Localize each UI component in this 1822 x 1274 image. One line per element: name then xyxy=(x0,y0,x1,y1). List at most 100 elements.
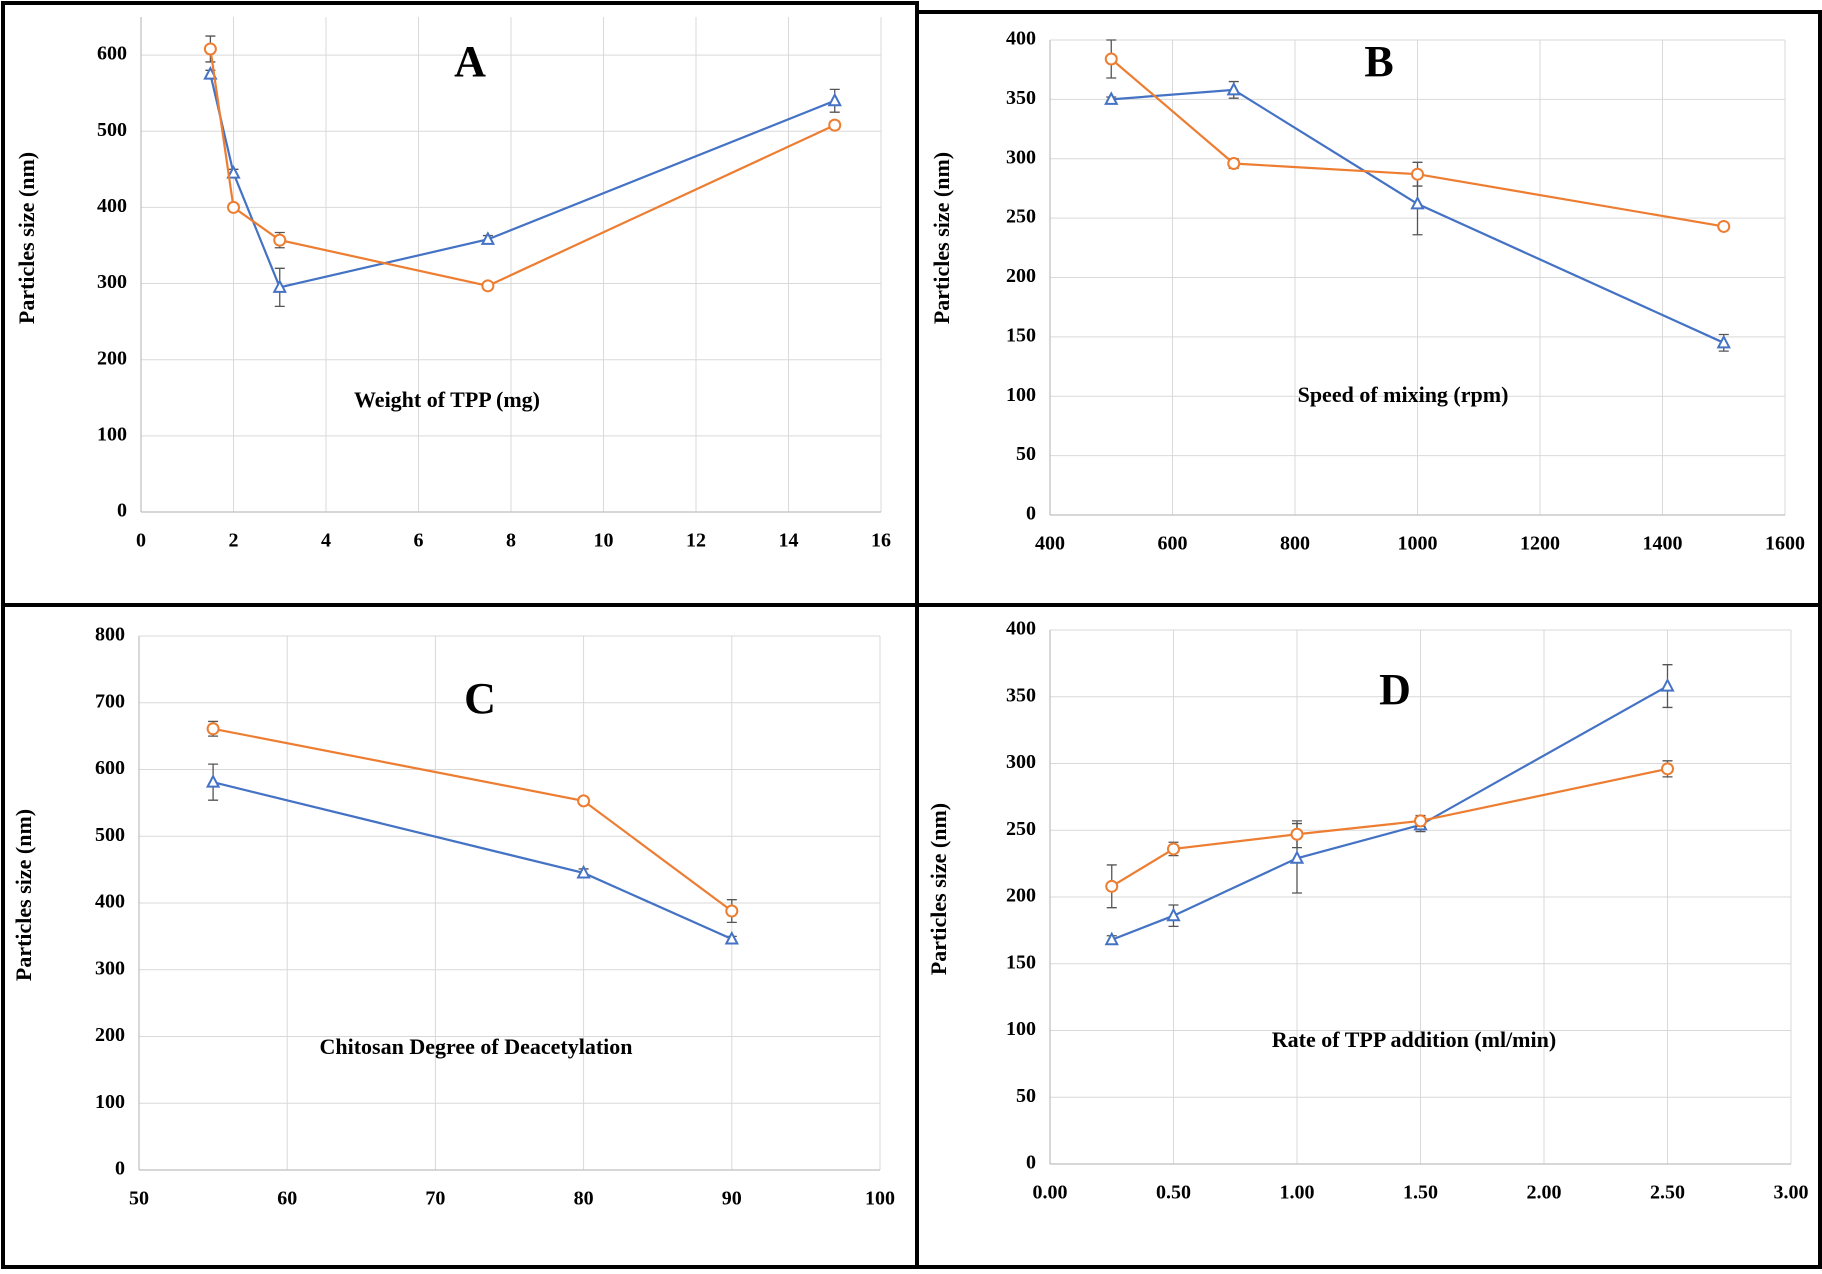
marker xyxy=(828,118,842,132)
x-tick-label: 2 xyxy=(229,530,239,552)
y-tick-label: 400 xyxy=(95,891,125,913)
marker xyxy=(724,930,739,945)
x-tick-label: 1.50 xyxy=(1403,1182,1438,1204)
y-tick-label: 200 xyxy=(95,1024,125,1046)
marker xyxy=(480,231,496,245)
y-tick-label: 400 xyxy=(97,195,127,217)
x-tick-label: 0.00 xyxy=(1033,1182,1068,1204)
panel-title: C xyxy=(464,674,496,723)
y-tick-label: 100 xyxy=(97,423,127,445)
y-tick-label: 600 xyxy=(95,757,125,779)
marker xyxy=(1167,842,1180,856)
y-tick-label: 300 xyxy=(1006,146,1036,168)
marker xyxy=(206,722,220,736)
panel-title: D xyxy=(1379,665,1411,714)
y-tick-label: 0 xyxy=(115,1158,125,1180)
y-tick-label: 350 xyxy=(1006,87,1036,109)
panel-border xyxy=(915,603,1822,1269)
marker xyxy=(1661,762,1674,776)
x-axis-label: Speed of mixing (rpm) xyxy=(1298,382,1509,407)
y-tick-label: 0 xyxy=(117,500,127,522)
panel-title: A xyxy=(454,37,486,86)
y-tick-label: 150 xyxy=(1006,324,1036,346)
x-tick-label: 4 xyxy=(321,530,331,552)
series-line xyxy=(1110,58,1724,228)
y-tick-label: 0 xyxy=(1026,503,1036,525)
y-tick-label: 400 xyxy=(1006,28,1036,50)
x-tick-label: 2.00 xyxy=(1527,1182,1562,1204)
marker xyxy=(227,200,240,214)
x-tick-label: 60 xyxy=(277,1188,297,1210)
y-tick-label: 500 xyxy=(97,119,127,141)
series-line xyxy=(1111,88,1725,344)
y-tick-label: 100 xyxy=(1006,384,1036,406)
marker xyxy=(481,279,495,293)
y-tick-label: 100 xyxy=(95,1091,125,1113)
x-axis-label: Rate of TPP addition (ml/min) xyxy=(1272,1027,1556,1052)
y-tick-label: 600 xyxy=(97,43,127,65)
x-tick-label: 14 xyxy=(779,530,799,552)
marker xyxy=(1410,195,1425,210)
x-tick-label: 70 xyxy=(425,1188,445,1210)
marker xyxy=(1411,167,1424,181)
y-axis-label: Particles size (nm) xyxy=(11,809,36,981)
x-tick-label: 0.50 xyxy=(1156,1182,1191,1204)
marker xyxy=(1104,91,1119,105)
x-tick-label: 2.50 xyxy=(1650,1182,1685,1204)
y-tick-label: 0 xyxy=(1026,1152,1036,1174)
x-tick-label: 6 xyxy=(414,530,424,552)
y-tick-label: 50 xyxy=(1016,443,1036,465)
x-tick-label: 10 xyxy=(594,530,614,552)
marker xyxy=(1104,52,1118,66)
y-tick-label: 700 xyxy=(95,690,125,712)
y-tick-label: 300 xyxy=(97,271,127,293)
panel-title: B xyxy=(1364,37,1393,86)
x-tick-label: 100 xyxy=(865,1188,895,1210)
x-tick-label: 90 xyxy=(722,1188,742,1210)
marker xyxy=(273,233,287,247)
x-tick-label: 1.00 xyxy=(1280,1182,1315,1204)
x-axis-label: Weight of TPP (mg) xyxy=(354,387,540,412)
x-tick-label: 1000 xyxy=(1398,533,1438,555)
y-tick-label: 50 xyxy=(1016,1085,1036,1107)
x-tick-label: 1200 xyxy=(1520,533,1560,555)
marker xyxy=(1414,814,1427,828)
x-tick-label: 3.00 xyxy=(1774,1182,1809,1204)
y-tick-label: 350 xyxy=(1006,684,1036,706)
marker xyxy=(725,904,739,918)
x-tick-label: 16 xyxy=(871,530,891,552)
marker xyxy=(1227,157,1241,170)
marker xyxy=(1104,931,1119,946)
y-tick-label: 200 xyxy=(97,347,127,369)
x-tick-label: 12 xyxy=(686,530,706,552)
marker xyxy=(1716,334,1731,349)
y-axis-label: Particles size (nm) xyxy=(14,152,39,324)
x-tick-label: 1600 xyxy=(1765,533,1805,555)
y-tick-label: 500 xyxy=(95,824,125,846)
marker xyxy=(1660,677,1675,692)
y-tick-label: 200 xyxy=(1006,885,1036,907)
y-tick-label: 300 xyxy=(1006,751,1036,773)
y-axis-label: Particles size (nm) xyxy=(926,803,951,975)
marker xyxy=(1105,879,1119,893)
x-tick-label: 80 xyxy=(574,1188,594,1210)
y-tick-label: 100 xyxy=(1006,1018,1036,1040)
x-tick-label: 0 xyxy=(136,530,146,552)
marker xyxy=(272,279,287,293)
x-tick-label: 800 xyxy=(1280,533,1310,555)
y-tick-label: 800 xyxy=(95,624,125,646)
y-tick-label: 250 xyxy=(1006,206,1036,228)
marker xyxy=(205,774,221,788)
y-tick-label: 150 xyxy=(1006,951,1036,973)
x-tick-label: 600 xyxy=(1158,533,1188,555)
marker xyxy=(1226,81,1241,96)
x-axis-label: Chitosan Degree of Deacetylation xyxy=(319,1034,632,1059)
x-tick-label: 1400 xyxy=(1643,533,1683,555)
marker xyxy=(226,164,241,179)
marker xyxy=(1717,219,1731,233)
y-tick-label: 300 xyxy=(95,957,125,979)
marker xyxy=(577,794,591,808)
x-tick-label: 8 xyxy=(506,530,516,552)
